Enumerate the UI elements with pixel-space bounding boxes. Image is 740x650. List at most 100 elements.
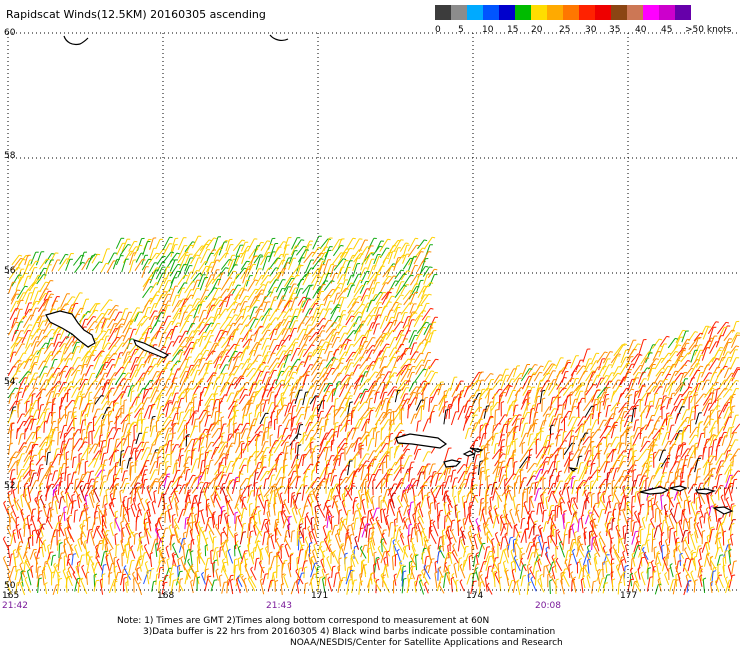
wind-barb [232, 423, 235, 438]
wind-barb-feather [522, 441, 526, 444]
wind-barb [590, 419, 597, 433]
wind-barb [325, 328, 335, 341]
wind-barb-feather [337, 304, 341, 306]
wind-barb-feather [486, 452, 490, 454]
wind-barb [211, 428, 219, 439]
wind-barb [651, 338, 660, 349]
wind-barb [373, 274, 378, 285]
wind-barb [23, 358, 30, 370]
wind-barb [183, 388, 191, 399]
wind-barb [296, 309, 302, 320]
wind-barb [106, 352, 115, 363]
wind-barb [665, 382, 673, 393]
wind-barb [640, 357, 647, 371]
wind-barb [190, 330, 198, 342]
wind-barb-feather [44, 335, 48, 338]
wind-barb-feather [36, 425, 40, 428]
wind-barb [161, 288, 171, 300]
wind-barb [591, 390, 598, 403]
wind-barb [687, 411, 692, 424]
wind-barb [361, 419, 368, 432]
wind-barb-feather [694, 442, 699, 445]
wind-barb [574, 384, 583, 397]
wind-barb-feather [422, 247, 426, 250]
wind-barb-feather [235, 409, 239, 412]
scale-label: 0 [435, 25, 441, 35]
wind-barb-feather [150, 379, 154, 382]
wind-barb-feather [499, 379, 503, 382]
wind-barb [179, 439, 184, 452]
wind-barb [65, 296, 73, 307]
wind-barb [521, 364, 528, 377]
wind-barb [393, 307, 398, 319]
wind-barb [205, 434, 209, 448]
wind-barb [318, 273, 325, 285]
wind-barb-feather [291, 448, 295, 451]
wind-barb [268, 455, 271, 467]
wind-barb [331, 239, 340, 252]
wind-barb [564, 430, 572, 441]
wind-barb [729, 345, 737, 355]
wind-barb [99, 440, 104, 455]
wind-barb [310, 428, 320, 441]
wind-barb-feather [170, 320, 175, 323]
wind-barb [109, 451, 115, 466]
wind-barb [129, 364, 136, 378]
wind-barb-feather [200, 391, 204, 394]
wind-barb-feather [708, 372, 712, 374]
wind-barb [262, 256, 268, 271]
wind-barb-feather [225, 252, 229, 255]
wind-barb [604, 372, 613, 384]
wind-barb-feather [477, 379, 481, 382]
wind-barb [296, 406, 302, 417]
wind-barb-feather [444, 390, 448, 393]
wind-barb [555, 429, 561, 440]
wind-barb [190, 364, 198, 377]
wind-barb [399, 338, 406, 349]
wind-barb [8, 443, 11, 455]
wind-barb-feather [552, 396, 556, 398]
wind-barb-feather [564, 416, 568, 419]
wind-barb-feather [570, 384, 574, 387]
wind-barb [519, 418, 522, 432]
wind-barb [130, 391, 132, 403]
wind-barb-feather [606, 433, 611, 436]
wind-barb-feather [709, 446, 713, 448]
wind-barb [294, 239, 302, 249]
wind-barb [247, 288, 256, 301]
wind-barb [511, 432, 515, 446]
wind-barb [729, 357, 737, 370]
wind-barb [228, 419, 231, 434]
wind-barb [119, 451, 122, 467]
wind-barb [70, 364, 80, 377]
wind-barb [234, 433, 237, 445]
wind-barb-feather [44, 420, 48, 423]
wind-barb [409, 351, 417, 361]
wind-barb [233, 363, 242, 376]
wind-barb-feather [360, 444, 364, 447]
wind-barb [178, 337, 187, 347]
wind-barb [200, 435, 205, 446]
wind-barb-feather [156, 419, 160, 422]
wind-barb [311, 274, 318, 284]
wind-barb [178, 288, 183, 299]
wind-barb [366, 360, 374, 370]
wind-barb-feather [87, 424, 91, 427]
wind-barb-feather [170, 251, 175, 254]
wind-barb [295, 364, 301, 375]
wind-barb-feather [598, 396, 602, 399]
wind-barb-feather [558, 396, 562, 399]
wind-barb-feather [128, 355, 132, 358]
wind-barb [94, 338, 102, 349]
wind-barb-feather [40, 448, 44, 451]
wind-barb [546, 370, 554, 383]
wind-barb [330, 304, 339, 315]
wind-barb-feather [65, 303, 69, 305]
wind-barb [577, 446, 584, 459]
wind-barb [491, 433, 496, 446]
wind-barb [24, 429, 26, 440]
wind-barb [247, 299, 258, 313]
wind-barb [570, 417, 578, 431]
wind-barb [233, 303, 239, 314]
wind-barb [366, 315, 374, 326]
